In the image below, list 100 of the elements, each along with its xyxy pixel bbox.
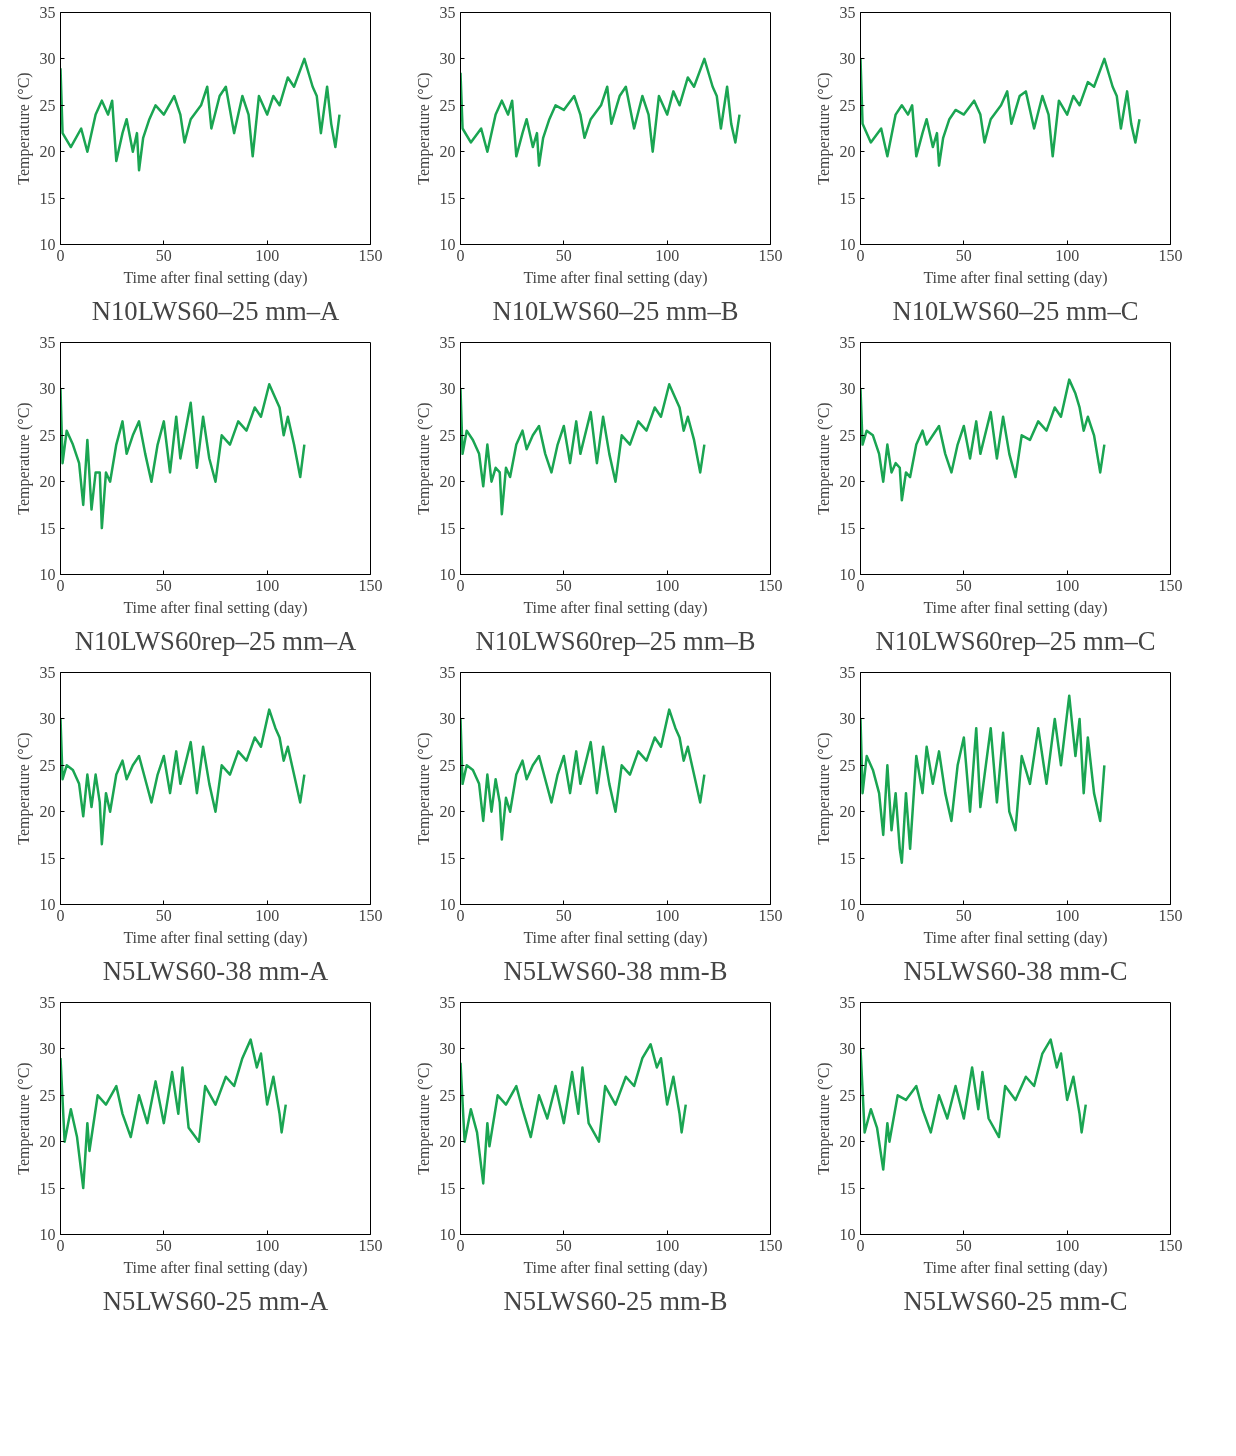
y-tick-label: 25	[839, 96, 856, 114]
y-tick-label: 15	[439, 519, 456, 537]
x-tick-label: 50	[555, 246, 572, 264]
x-tick-label: 50	[155, 906, 172, 924]
y-tick-label: 30	[839, 50, 856, 68]
y-tick-label: 10	[839, 1226, 856, 1243]
x-tick-label: 50	[155, 1236, 172, 1254]
x-tick-label: 50	[555, 906, 572, 924]
y-tick-label: 35	[439, 994, 456, 1011]
x-tick-label: 100	[655, 906, 680, 924]
y-tick-label: 10	[39, 566, 56, 583]
y-axis-title: Temperature (°C)	[14, 72, 33, 185]
x-tick-label: 150	[1158, 576, 1183, 594]
y-tick-label: 10	[839, 566, 856, 583]
y-axis-title: Temperature (°C)	[414, 402, 433, 515]
y-tick-label: 35	[39, 4, 56, 21]
y-tick-label: 15	[439, 189, 456, 207]
y-tick-label: 30	[39, 1040, 56, 1058]
y-tick-label: 25	[439, 96, 456, 114]
y-tick-label: 25	[839, 1086, 856, 1104]
x-tick-label: 100	[255, 246, 280, 264]
x-axis-title: Time after final setting (day)	[523, 598, 708, 617]
y-tick-label: 30	[39, 50, 56, 68]
x-tick-label: 150	[1158, 906, 1183, 924]
text: N10LWS60rep–25 mm–B	[475, 625, 756, 656]
y-tick-label: 10	[839, 896, 856, 913]
x-tick-label: 0	[456, 906, 465, 924]
y-tick-label: 20	[839, 143, 856, 161]
y-tick-label: 15	[439, 849, 456, 867]
x-tick-label: 100	[255, 1236, 280, 1254]
x-tick-label: 50	[155, 576, 172, 594]
x-tick-label: 0	[56, 1236, 65, 1254]
y-tick-label: 35	[839, 4, 856, 21]
y-axis-title: Temperature (°C)	[414, 732, 433, 845]
y-tick-label: 25	[439, 756, 456, 774]
x-axis-title: Time after final setting (day)	[123, 928, 308, 947]
x-tick-label: 50	[555, 576, 572, 594]
y-tick-label: 20	[39, 143, 56, 161]
x-axis-title: Time after final setting (day)	[123, 598, 308, 617]
x-tick-label: 100	[655, 246, 680, 264]
x-tick-label: 150	[1158, 1236, 1183, 1254]
x-tick-label: 50	[955, 246, 972, 264]
text: N5LWS60-38 mm-B	[503, 955, 728, 986]
y-tick-label: 10	[439, 1226, 456, 1243]
x-tick-label: 100	[655, 576, 680, 594]
y-tick-label: 20	[439, 473, 456, 491]
y-tick-label: 35	[39, 664, 56, 681]
x-axis-title: Time after final setting (day)	[523, 928, 708, 947]
y-tick-label: 25	[439, 1086, 456, 1104]
y-axis-title: Temperature (°C)	[14, 732, 33, 845]
x-tick-label: 50	[555, 1236, 572, 1254]
y-tick-label: 35	[439, 664, 456, 681]
text: N5LWS60-25 mm-B	[503, 1285, 728, 1316]
y-tick-label: 35	[839, 334, 856, 351]
y-tick-label: 15	[439, 1179, 456, 1197]
y-tick-label: 25	[39, 1086, 56, 1104]
y-axis-title: Temperature (°C)	[814, 1062, 833, 1175]
y-tick-label: 30	[839, 1040, 856, 1058]
x-tick-label: 0	[56, 906, 65, 924]
y-tick-label: 25	[439, 426, 456, 444]
y-tick-label: 35	[839, 994, 856, 1011]
y-axis-title: Temperature (°C)	[14, 1062, 33, 1175]
x-tick-label: 100	[1055, 1236, 1080, 1254]
text: N10LWS60–25 mm–A	[91, 295, 341, 326]
y-tick-label: 20	[839, 803, 856, 821]
x-tick-label: 0	[856, 1236, 865, 1254]
x-axis-title: Time after final setting (day)	[123, 1258, 308, 1277]
x-tick-label: 100	[1055, 906, 1080, 924]
y-tick-label: 35	[39, 994, 56, 1011]
y-tick-label: 20	[39, 473, 56, 491]
y-tick-label: 35	[439, 334, 456, 351]
x-tick-label: 0	[456, 576, 465, 594]
y-tick-label: 30	[839, 710, 856, 728]
x-axis-title: Time after final setting (day)	[523, 268, 708, 287]
y-axis-title: Temperature (°C)	[14, 402, 33, 515]
y-tick-label: 30	[39, 380, 56, 398]
y-tick-label: 10	[39, 896, 56, 913]
x-tick-label: 150	[758, 576, 783, 594]
x-tick-label: 100	[655, 1236, 680, 1254]
y-tick-label: 25	[839, 756, 856, 774]
y-tick-label: 20	[39, 1133, 56, 1151]
x-tick-label: 0	[56, 246, 65, 264]
y-tick-label: 15	[839, 519, 856, 537]
y-tick-label: 15	[839, 189, 856, 207]
x-tick-label: 100	[1055, 576, 1080, 594]
y-tick-label: 20	[439, 143, 456, 161]
y-tick-label: 30	[439, 380, 456, 398]
x-tick-label: 0	[456, 1236, 465, 1254]
x-tick-label: 50	[155, 246, 172, 264]
x-tick-label: 50	[955, 576, 972, 594]
text: N10LWS60–25 mm–B	[492, 295, 739, 326]
y-tick-label: 15	[839, 849, 856, 867]
y-axis-title: Temperature (°C)	[814, 402, 833, 515]
y-tick-label: 35	[839, 664, 856, 681]
x-tick-label: 0	[856, 246, 865, 264]
x-tick-label: 0	[456, 246, 465, 264]
text: N5LWS60-38 mm-C	[903, 955, 1128, 986]
x-axis-title: Time after final setting (day)	[923, 1258, 1108, 1277]
x-tick-label: 50	[955, 1236, 972, 1254]
text: N5LWS60-25 mm-A	[102, 1285, 329, 1316]
